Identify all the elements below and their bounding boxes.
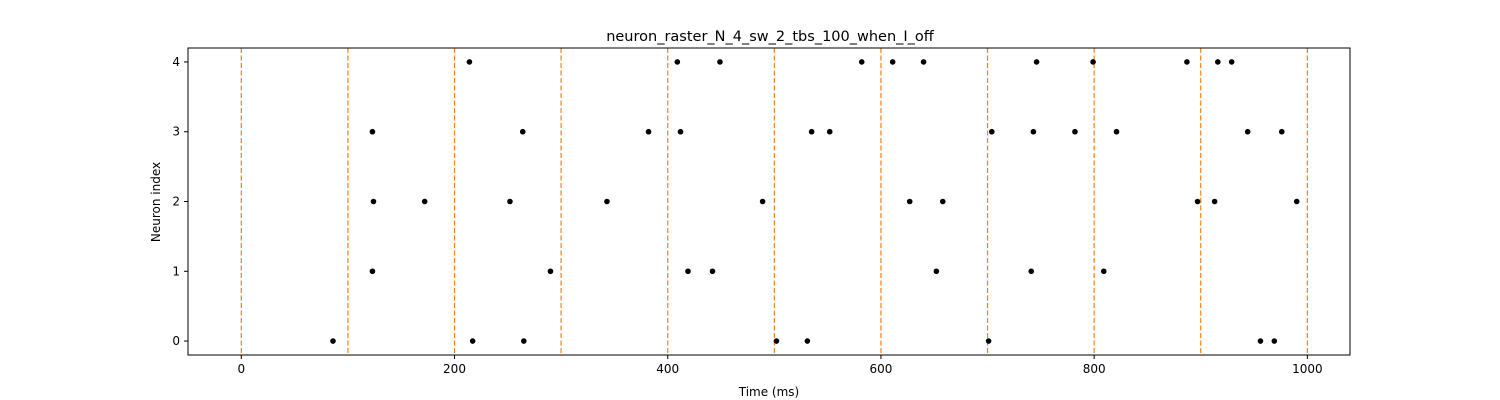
y-tick-label: 1: [172, 264, 180, 278]
spike-point: [1211, 198, 1218, 205]
spike-point: [421, 198, 428, 205]
spike-point: [717, 59, 723, 65]
spike-point: [1278, 128, 1285, 135]
spike-point: [677, 128, 684, 135]
x-tick-label: 400: [656, 362, 679, 376]
spike-point: [330, 338, 336, 344]
spike-point: [547, 268, 554, 275]
spike-point: [906, 198, 913, 205]
spike-point: [521, 338, 527, 344]
y-tick-label: 2: [172, 195, 180, 209]
x-tick-label: 0: [237, 362, 245, 376]
spike-markers: [330, 59, 1300, 344]
chart-title: neuron_raster_N_4_sw_2_tbs_100_when_I_of…: [606, 29, 935, 45]
spike-point: [369, 128, 376, 135]
spike-point: [1033, 59, 1040, 65]
spike-point: [645, 128, 652, 135]
spike-point: [1244, 128, 1251, 135]
plot-frame: [187, 47, 1351, 356]
spike-point: [1184, 59, 1190, 65]
spike-point: [826, 128, 833, 135]
x-tick-label: 800: [1083, 362, 1106, 376]
spike-point: [674, 59, 681, 65]
x-axis-label: Time (ms): [738, 385, 800, 399]
spike-point: [709, 268, 716, 275]
y-tick-label: 0: [172, 334, 180, 348]
spike-point: [1100, 268, 1107, 275]
spike-point: [1215, 59, 1221, 65]
spike-point: [1228, 59, 1235, 65]
spike-point: [519, 128, 526, 135]
spike-point: [1030, 128, 1037, 135]
y-tick-label: 3: [172, 125, 180, 139]
spike-point: [685, 268, 691, 275]
spike-point: [1257, 338, 1264, 344]
x-tick-label: 200: [443, 362, 466, 376]
spike-point: [920, 59, 927, 65]
x-axis-ticks: 0 200 400 600 800 1000: [237, 355, 1323, 376]
spike-point: [369, 268, 376, 275]
spike-point: [1271, 338, 1278, 344]
x-tick-label: 600: [869, 362, 892, 376]
spike-point: [933, 268, 940, 275]
spike-point: [469, 338, 476, 344]
y-axis-label: Neuron index: [149, 162, 163, 242]
spike-point: [1090, 59, 1096, 65]
spike-point: [889, 59, 896, 65]
spike-point: [808, 128, 815, 135]
y-axis-ticks: 0 1 2 3 4: [172, 55, 188, 348]
spike-point: [858, 59, 865, 65]
spike-point: [759, 198, 766, 205]
spike-point: [1113, 128, 1120, 135]
spike-point: [604, 198, 610, 205]
reference-lines: [240, 48, 1308, 355]
spike-point: [804, 338, 811, 344]
spike-point: [370, 198, 377, 205]
spike-point: [1293, 198, 1300, 205]
x-tick-label: 1000: [1292, 362, 1323, 376]
spike-point: [466, 59, 473, 65]
spike-point: [1028, 268, 1035, 275]
spike-point: [989, 128, 995, 135]
spike-point: [773, 338, 780, 344]
spike-point: [1072, 128, 1078, 135]
spike-point: [507, 198, 513, 205]
spike-point: [985, 338, 992, 344]
y-tick-label: 4: [172, 55, 180, 69]
spike-point: [939, 198, 946, 205]
spike-point: [1194, 198, 1201, 205]
